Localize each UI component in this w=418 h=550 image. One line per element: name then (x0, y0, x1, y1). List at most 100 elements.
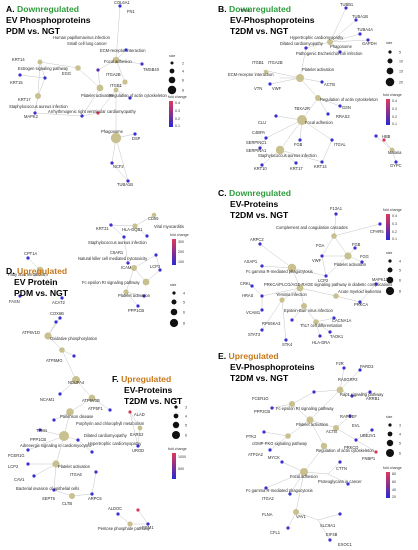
node-label: PPP1CB (30, 437, 46, 442)
node-label: 8 (182, 89, 184, 93)
pathway-node (275, 145, 285, 155)
node-label: 300 (178, 240, 184, 244)
node-label: Proteoglycans in cancer (318, 479, 362, 484)
pathway-node (289, 401, 295, 407)
gene-node (90, 492, 94, 496)
gene-node (342, 366, 346, 370)
gene-node (350, 394, 354, 398)
gene-node (158, 268, 162, 272)
gene-node (145, 234, 149, 238)
pathway-node (72, 376, 80, 384)
panel-d-subtitle: EV Protein (14, 277, 57, 287)
panel-f-network: ALAD EARS2 UROD (128, 410, 145, 453)
node-label: 80 (392, 472, 396, 476)
node-label: CACNA1A (332, 318, 352, 323)
node-label: 40 (392, 488, 396, 492)
gene-node (128, 410, 132, 414)
pathway-node (315, 95, 321, 101)
pathway-node (59, 347, 65, 353)
node-label: EXOC1 (338, 542, 353, 547)
panel-d-direction: Upregulated (17, 266, 67, 276)
panel-b-comparison: T2DM vs. NGT (230, 26, 289, 36)
node-label: PPP1CB (128, 308, 144, 313)
pathway-node (287, 263, 297, 273)
panel-d-network (26, 253, 162, 527)
node-label: Adrenergic signaling in cardiomyocytes (20, 443, 91, 448)
node-label: HLA-DQB1 (122, 227, 143, 232)
node-label: Dilated cardiomyopathy (84, 433, 128, 438)
gene-node (58, 316, 62, 320)
node-label: Pathogenic Escherichia coli infection (296, 51, 363, 56)
node-label: CLU (258, 120, 266, 125)
term-node-arrhythmogenic (113, 87, 119, 93)
node-label: TUBA1B (352, 14, 368, 19)
node-label: CRKL (240, 281, 252, 286)
node-label: VWF (312, 258, 322, 263)
node-label: NCAM1 (40, 397, 55, 402)
gene-node (280, 460, 284, 464)
term-node-estrogen-signaling (75, 65, 81, 71)
panel-b-subtitle: EV-Phosphoproteins (230, 15, 315, 25)
pathway-node (296, 284, 304, 292)
panel-c-letter: C. (218, 188, 227, 198)
node-label: TPM4 (36, 428, 48, 433)
node-label: Human papillomavirus infection (53, 35, 111, 40)
gene-node (374, 282, 378, 286)
node-label: 100 (178, 260, 184, 264)
node-label: 4 (183, 292, 185, 296)
legend-size-dot (173, 413, 179, 419)
node-label: STK4 (282, 342, 293, 347)
node-label: RASGRP2 (338, 377, 358, 382)
gene-node (358, 368, 362, 372)
svg-text:B. Downregulated: B. Downregulated (218, 4, 291, 14)
gene-node (298, 138, 302, 142)
panel-b-letter: B. (218, 4, 227, 14)
node-label: Viral myocarditis (154, 224, 184, 229)
node-label: Platelet activation (296, 422, 329, 427)
gene-node (72, 354, 76, 358)
node-label: TBXA2R (294, 106, 310, 111)
node-label: KRT17 (290, 166, 303, 171)
node-label: RAPGEF (340, 414, 357, 419)
legend-size-dot (168, 76, 176, 84)
node-label: Pentose phosphate pathway (98, 526, 151, 531)
node-label: Hypertrophic cardiomyopathy (88, 441, 142, 446)
node-label: Fatty acid metabolism (8, 272, 48, 277)
node-label: 0.3 (392, 107, 397, 111)
gene-node (126, 179, 130, 183)
node-label: Dilated cardiomyopathy (280, 41, 324, 46)
gene-node (118, 4, 122, 8)
pathway-node (333, 425, 339, 431)
node-label: SERPINA1 (246, 148, 267, 153)
gene-node (312, 390, 316, 394)
svg-text:D. Upregulated: D. Upregulated (6, 266, 67, 276)
node-label: KRT15 (10, 80, 23, 85)
legend-size-dot (172, 291, 176, 295)
node-label: fold change (168, 447, 187, 451)
node-label: fold change (383, 93, 402, 97)
node-label: Oxidative phosphorylation (50, 336, 98, 341)
panel-f-direction: Upregulated (121, 374, 171, 384)
node-label: 0.2 (175, 117, 180, 121)
gene-node (284, 338, 288, 342)
pathway-node (142, 278, 150, 286)
node-label: DSP (132, 136, 141, 141)
gene-node (262, 430, 266, 434)
node-label: Platelet activation (302, 67, 335, 72)
gene-node (250, 284, 254, 288)
node-label: LCP2 (318, 278, 329, 283)
node-label: F2R (336, 361, 344, 366)
gene-node (304, 46, 308, 50)
node-label: FGB (294, 142, 303, 147)
gene-node (260, 328, 264, 332)
node-label: RRAS2 (336, 114, 350, 119)
gene-node (116, 512, 120, 516)
gene-node (358, 300, 362, 304)
pathway-node (301, 303, 307, 309)
node-label: size (386, 251, 392, 255)
node-label: COX6B (50, 311, 64, 316)
node-label: 6 (183, 311, 185, 315)
gene-node (268, 82, 272, 86)
gene-node (76, 438, 80, 442)
node-label: GSN (342, 105, 351, 110)
